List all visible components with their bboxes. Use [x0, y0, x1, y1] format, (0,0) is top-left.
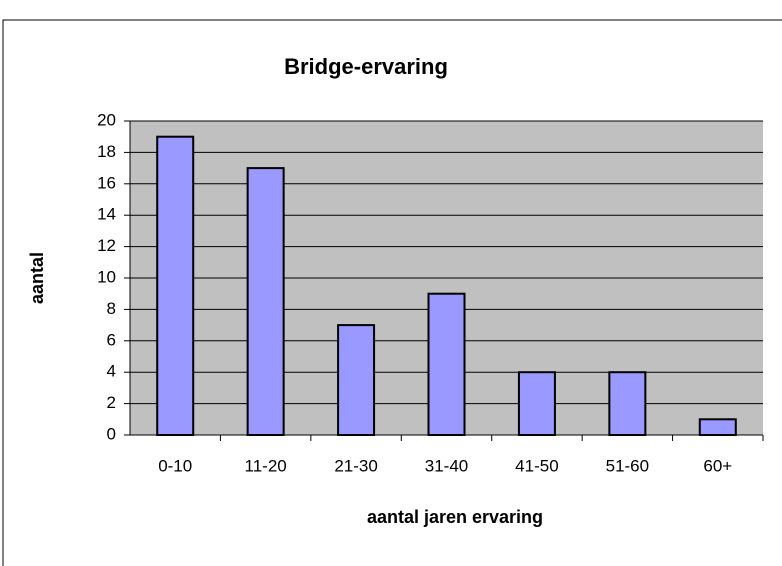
x-tick-label: 21-30 [334, 456, 377, 475]
y-tick-label: 12 [97, 236, 116, 255]
bar [608, 371, 647, 437]
y-tick-label: 6 [107, 330, 116, 349]
x-tick-label: 11-20 [245, 456, 287, 475]
y-axis-title: aantal [27, 252, 47, 304]
y-tick-label: 2 [107, 393, 116, 412]
x-tick-label: 41-50 [515, 456, 558, 475]
x-axis-title: aantal jaren ervaring [367, 507, 543, 527]
y-tick-label: 18 [97, 142, 116, 161]
bar [337, 324, 376, 437]
chart-title: Bridge-ervaring [284, 54, 448, 79]
y-tick-label: 4 [107, 362, 116, 381]
bar [427, 292, 466, 437]
y-tick-label: 14 [97, 205, 116, 224]
y-tick-label: 16 [97, 173, 116, 192]
y-tick-label: 10 [97, 267, 116, 286]
x-tick-label: 31-40 [425, 456, 468, 475]
bar [698, 418, 737, 436]
x-tick-label: 0-10 [158, 456, 192, 475]
y-tick-label: 0 [107, 424, 116, 443]
x-tick-label: 60+ [703, 456, 732, 475]
x-tick-label: 51-60 [606, 456, 649, 475]
y-tick-label: 8 [107, 299, 116, 318]
y-tick-label: 20 [97, 110, 116, 129]
bar [517, 371, 556, 437]
bar [156, 135, 195, 436]
bar [246, 167, 285, 436]
